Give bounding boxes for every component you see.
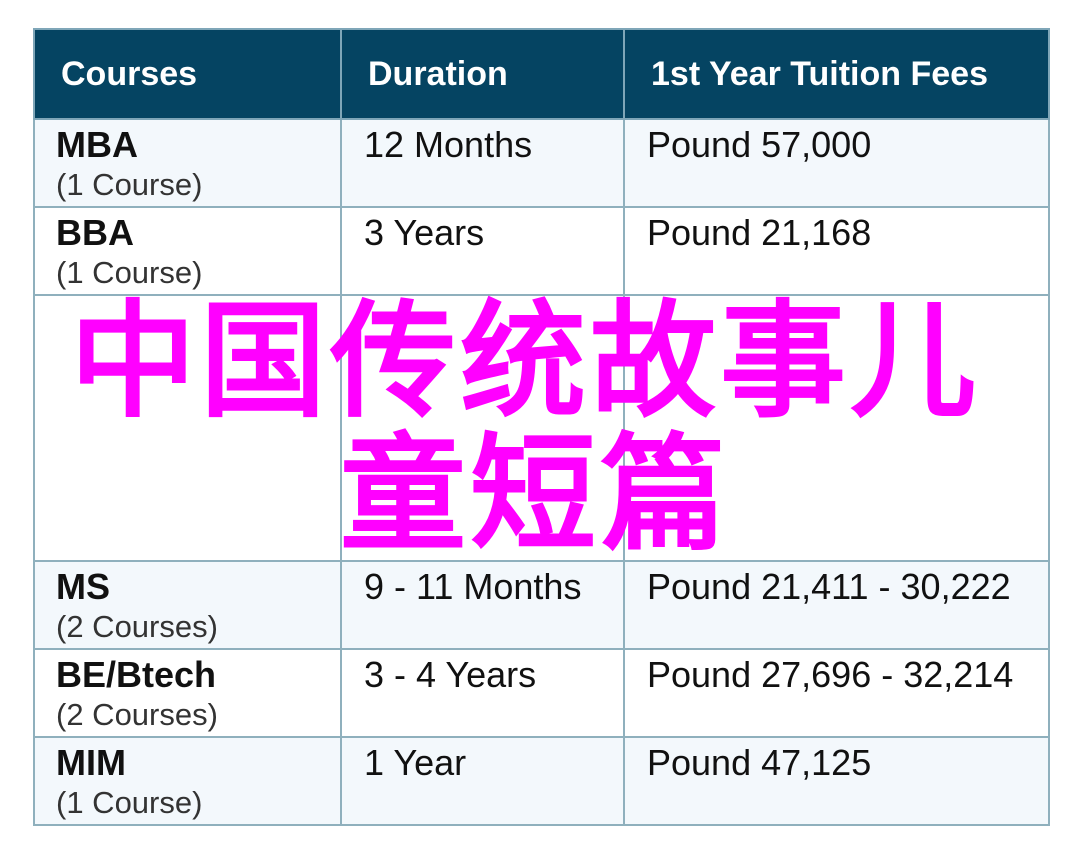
overlay-title-line1: 中国传统故事儿	[70, 288, 980, 435]
fees-cell: Pound 27,696 - 32,214	[623, 648, 1050, 738]
empty-cell	[33, 294, 342, 562]
fees-cell: Pound 21,168	[623, 206, 1050, 296]
header-duration: Duration	[340, 28, 625, 120]
table-row: MIM (1 Course) 1 Year Pound 47,125	[33, 736, 1050, 826]
table-row: MBA (1 Course) 12 Months Pound 57,000	[33, 118, 1050, 208]
duration-value: 1 Year	[364, 742, 467, 783]
fees-value: Pound 27,696 - 32,214	[647, 654, 1014, 695]
empty-cell	[623, 294, 1050, 562]
duration-cell: 9 - 11 Months	[340, 560, 625, 650]
course-name: MS	[56, 566, 110, 607]
fees-value: Pound 21,411 - 30,222	[647, 566, 1011, 607]
header-courses: Courses	[33, 28, 342, 120]
course-cell: MBA (1 Course)	[33, 118, 342, 208]
course-cell: BE/Btech (2 Courses)	[33, 648, 342, 738]
duration-cell: 1 Year	[340, 736, 625, 826]
header-row: Courses Duration 1st Year Tuition Fees	[33, 28, 1050, 120]
duration-cell: 3 Years	[340, 206, 625, 296]
course-cell: MS (2 Courses)	[33, 560, 342, 650]
course-count: (1 Course)	[56, 167, 203, 202]
table-row: BBA (1 Course) 3 Years Pound 21,168	[33, 206, 1050, 296]
table-row: BE/Btech (2 Courses) 3 - 4 Years Pound 27…	[33, 648, 1050, 738]
fees-value: Pound 47,125	[647, 742, 872, 783]
fees-cell: Pound 57,000	[623, 118, 1050, 208]
duration-value: 12 Months	[364, 124, 533, 165]
duration-value: 3 Years	[364, 212, 485, 253]
empty-cell	[340, 294, 625, 562]
duration-value: 3 - 4 Years	[364, 654, 537, 695]
fees-value: Pound 21,168	[647, 212, 872, 253]
table-row: MS (2 Courses) 9 - 11 Months Pound 21,411…	[33, 560, 1050, 650]
course-cell: MIM (1 Course)	[33, 736, 342, 826]
overlay-band	[33, 294, 1050, 562]
course-count: (2 Courses)	[56, 697, 218, 732]
overlay-title-line2: 童短篇	[340, 421, 730, 568]
fees-cell: Pound 47,125	[623, 736, 1050, 826]
fees-cell: Pound 21,411 - 30,222	[623, 560, 1050, 650]
duration-cell: 3 - 4 Years	[340, 648, 625, 738]
course-count: (1 Course)	[56, 785, 203, 820]
course-name: MIM	[56, 742, 126, 783]
course-count: (2 Courses)	[56, 609, 218, 644]
course-fees-table: Courses Duration 1st Year Tuition Fees M…	[33, 28, 1050, 826]
fees-value: Pound 57,000	[647, 124, 872, 165]
course-name: MBA	[56, 124, 138, 165]
header-fees: 1st Year Tuition Fees	[623, 28, 1050, 120]
duration-cell: 12 Months	[340, 118, 625, 208]
course-count: (1 Course)	[56, 255, 203, 290]
course-cell: BBA (1 Course)	[33, 206, 342, 296]
course-name: BBA	[56, 212, 134, 253]
duration-value: 9 - 11 Months	[364, 566, 582, 607]
course-name: BE/Btech	[56, 654, 217, 695]
